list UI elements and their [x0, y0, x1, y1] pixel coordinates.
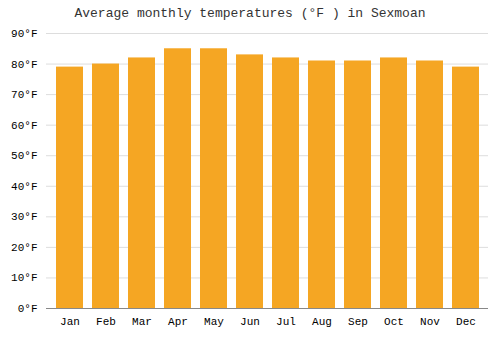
- svg-text:Feb: Feb: [96, 316, 116, 328]
- svg-text:10°F: 10°F: [11, 272, 37, 284]
- svg-text:20°F: 20°F: [11, 242, 37, 254]
- svg-text:May: May: [204, 316, 224, 328]
- svg-text:Dec: Dec: [456, 316, 476, 328]
- svg-text:40°F: 40°F: [11, 181, 37, 193]
- svg-text:Jul: Jul: [276, 316, 296, 328]
- svg-text:Sep: Sep: [348, 316, 368, 328]
- svg-text:Jan: Jan: [60, 316, 80, 328]
- svg-text:60°F: 60°F: [11, 120, 37, 132]
- html-text:Average monthly temperatures (: Average monthly temperatures (°F ) in Se…: [74, 6, 426, 21]
- svg-text:30°F: 30°F: [11, 211, 37, 223]
- svg-text:Jun: Jun: [240, 316, 260, 328]
- svg-text:0°F: 0°F: [18, 303, 38, 315]
- svg-text:80°F: 80°F: [11, 59, 37, 71]
- svg-text:70°F: 70°F: [11, 89, 37, 101]
- svg-text:50°F: 50°F: [11, 150, 37, 162]
- svg-text:Oct: Oct: [384, 316, 404, 328]
- svg-text:Aug: Aug: [312, 316, 332, 328]
- svg-text:90°F: 90°F: [11, 28, 37, 40]
- svg-text:Nov: Nov: [420, 316, 440, 328]
- svg-text:Apr: Apr: [168, 316, 188, 328]
- svg-text:Mar: Mar: [132, 316, 152, 328]
